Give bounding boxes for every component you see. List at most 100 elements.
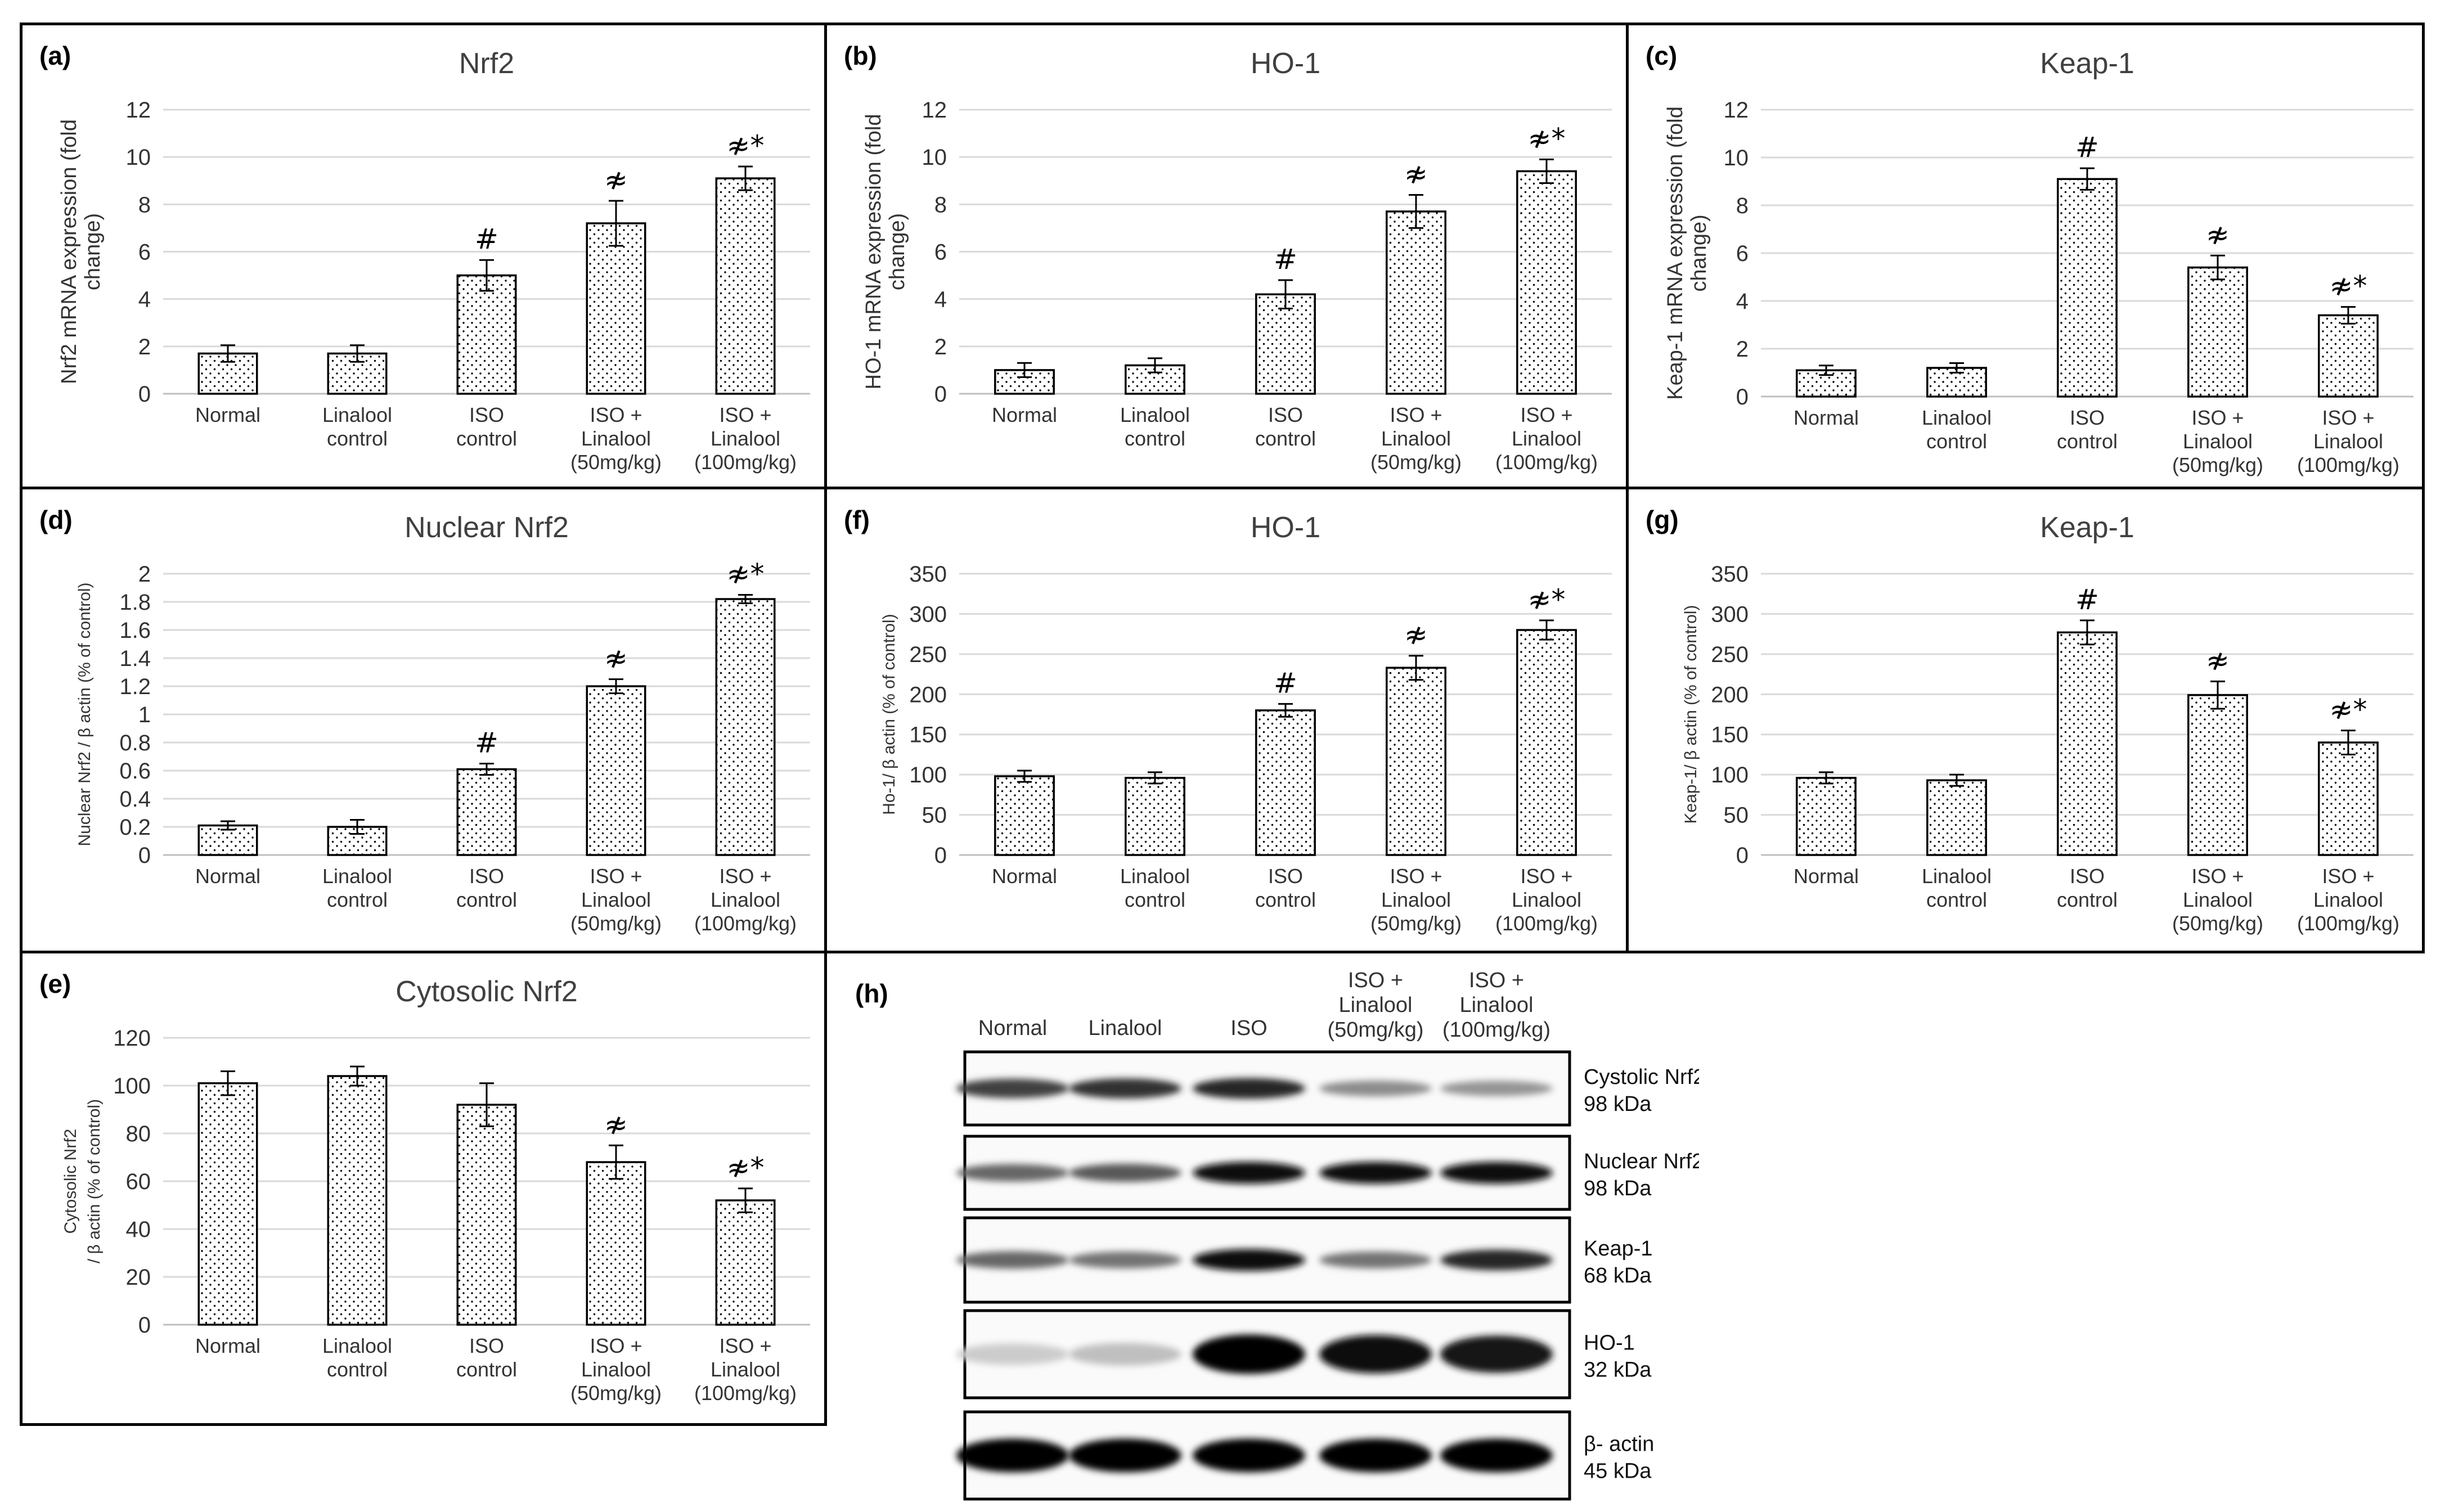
x-tick-label: control bbox=[1926, 888, 1987, 911]
protein-band bbox=[1193, 1249, 1305, 1271]
y-tick-label: 1.8 bbox=[119, 590, 151, 615]
significance-marker: ≉* bbox=[727, 1151, 765, 1184]
y-tick-label: 6 bbox=[138, 240, 151, 265]
x-tick-label: ISO + bbox=[2322, 865, 2374, 888]
x-tick-label: ISO bbox=[1268, 403, 1303, 426]
x-tick-label: Normal bbox=[195, 865, 260, 888]
bar bbox=[2187, 694, 2248, 856]
protein-band bbox=[1440, 1438, 1553, 1473]
x-tick-label: Normal bbox=[195, 403, 260, 426]
bar bbox=[2187, 266, 2248, 398]
x-tick-label: (50mg/kg) bbox=[2172, 453, 2263, 476]
y-tick-label: 12 bbox=[922, 98, 947, 123]
bar bbox=[586, 1161, 646, 1326]
y-tick-label: 8 bbox=[1736, 194, 1749, 218]
x-tick-label: ISO + bbox=[1390, 865, 1442, 888]
significance-marker: # bbox=[2075, 583, 2099, 616]
x-tick-label: (100mg/kg) bbox=[694, 1382, 797, 1405]
bar bbox=[586, 222, 646, 395]
protein-band bbox=[1069, 1251, 1181, 1269]
y-tick-label: 100 bbox=[1711, 763, 1749, 788]
x-tick-label: ISO + bbox=[2191, 865, 2244, 888]
y-tick-label: 300 bbox=[909, 602, 947, 627]
bar bbox=[715, 598, 776, 856]
y-axis-label: change) bbox=[81, 213, 105, 290]
bar bbox=[586, 685, 646, 856]
x-tick-label: (50mg/kg) bbox=[1370, 451, 1462, 474]
protein-band bbox=[1069, 1438, 1181, 1473]
chart-g-svg: (g) Keap-1 0 50 100 150 200 250 300 350 Keap-1/ β … bbox=[1646, 505, 2413, 935]
protein-band bbox=[1193, 1334, 1305, 1374]
panel-label: (g) bbox=[1646, 505, 1679, 534]
panel-label: (h) bbox=[855, 979, 888, 1008]
y-tick-label: 50 bbox=[1724, 803, 1749, 828]
significance-marker: # bbox=[1274, 243, 1297, 276]
significance-marker: ≉* bbox=[2330, 694, 2367, 726]
significance-marker: # bbox=[1274, 667, 1297, 699]
bar bbox=[1516, 170, 1577, 395]
x-tick-label: ISO + bbox=[1520, 403, 1572, 426]
y-tick-label: 10 bbox=[1724, 146, 1749, 170]
x-tick-label: Linalool bbox=[322, 865, 392, 888]
panel-label: (d) bbox=[39, 505, 73, 534]
y-tick-label: 2 bbox=[138, 335, 151, 359]
bar bbox=[2318, 741, 2379, 856]
panel-g: (g) Keap-1 0 50 100 150 200 250 300 350 Keap-1/ β … bbox=[1626, 487, 2425, 953]
lane-label: ISO + bbox=[1348, 969, 1403, 992]
x-tick-label: Linalool bbox=[581, 1358, 651, 1381]
y-tick-label: 10 bbox=[922, 145, 947, 170]
x-tick-label: control bbox=[1926, 430, 1987, 453]
x-tick-label: ISO bbox=[2070, 865, 2105, 888]
bar bbox=[715, 177, 776, 395]
chart-title: Keap-1 bbox=[2040, 47, 2134, 80]
blot-protein-weight: 32 kDa bbox=[1584, 1358, 1652, 1382]
x-tick-label: (100mg/kg) bbox=[694, 451, 797, 474]
y-tick-label: 100 bbox=[113, 1074, 151, 1099]
x-tick-label: Linalool bbox=[1922, 406, 1992, 429]
x-tick-label: control bbox=[1125, 888, 1185, 911]
y-tick-label: 0.2 bbox=[119, 815, 151, 840]
blot-protein-weight: 98 kDa bbox=[1584, 1177, 1652, 1200]
bar bbox=[456, 1104, 517, 1326]
significance-marker: ≉* bbox=[727, 558, 765, 591]
significance-marker: ≉ bbox=[2206, 644, 2230, 677]
x-tick-label: Linalool bbox=[1381, 888, 1451, 911]
significance-marker: ≉* bbox=[727, 129, 765, 162]
chart-title: Keap-1 bbox=[2040, 511, 2134, 544]
y-tick-label: 20 bbox=[126, 1265, 151, 1290]
y-tick-label: 0.6 bbox=[119, 759, 151, 784]
chart-e-svg: (e) Cytosolic Nrf2 0 20 40 60 80 100 120 Cytosoli… bbox=[39, 969, 810, 1405]
protein-band bbox=[956, 1438, 1069, 1473]
x-tick-label: Linalool bbox=[1120, 403, 1190, 426]
x-tick-label: Linalool bbox=[581, 427, 651, 450]
lane-label: (50mg/kg) bbox=[1327, 1018, 1423, 1042]
y-tick-label: 200 bbox=[909, 682, 947, 707]
y-tick-label: 6 bbox=[934, 240, 947, 265]
blot-protein-name: β- actin bbox=[1584, 1433, 1654, 1456]
protein-band bbox=[1193, 1438, 1305, 1473]
y-tick-label: 0 bbox=[138, 382, 151, 407]
x-tick-label: (50mg/kg) bbox=[2172, 912, 2263, 935]
x-tick-label: Linalool bbox=[2313, 430, 2383, 453]
x-tick-label: ISO + bbox=[1520, 865, 1572, 888]
y-axis-label: Keap-1 mRNA expression (fold bbox=[1664, 106, 1687, 400]
lane-label: Linalool bbox=[1460, 993, 1534, 1017]
blot-protein-name: HO-1 bbox=[1584, 1331, 1635, 1355]
chart-f-svg: (f) HO-1 0 50 100 150 200 250 300 350 Ho-1/ β acti… bbox=[844, 505, 1612, 935]
x-tick-label: control bbox=[456, 427, 517, 450]
x-tick-label: Linalool bbox=[2183, 430, 2253, 453]
protein-band bbox=[1319, 1162, 1432, 1184]
bar bbox=[1516, 629, 1577, 856]
y-axis-label: Nrf2 mRNA expression (fold bbox=[57, 119, 81, 384]
bar bbox=[2057, 178, 2118, 398]
significance-marker: ≉* bbox=[1528, 583, 1566, 616]
x-tick-label: ISO + bbox=[1390, 403, 1442, 426]
y-axis-label: change) bbox=[1687, 214, 1711, 291]
chart-b-svg: (b) HO-1 0 2 4 6 8 10 12 HO-1 mRNA expression (fo… bbox=[844, 41, 1612, 474]
chart-d-svg: (d) Nuclear Nrf2 0 0.2 0.4 0.6 0.8 1 1.2 1.4 1.6 1.… bbox=[39, 505, 810, 935]
x-tick-label: (100mg/kg) bbox=[694, 912, 797, 935]
x-tick-label: ISO + bbox=[590, 403, 642, 426]
y-tick-label: 200 bbox=[1711, 682, 1749, 707]
x-tick-label: control bbox=[327, 888, 388, 911]
y-tick-label: 0.8 bbox=[119, 731, 151, 755]
